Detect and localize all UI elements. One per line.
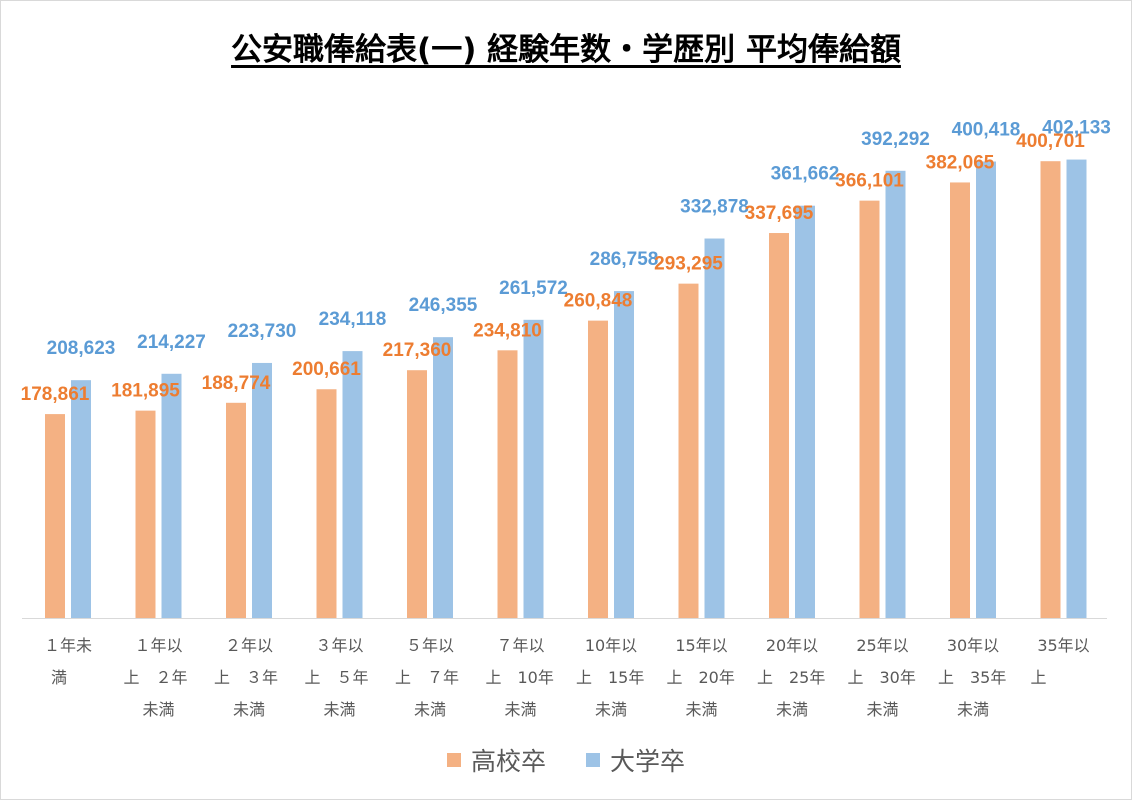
data-label-university: 402,133 <box>1042 118 1111 139</box>
x-tick-label: 上 ２年 <box>124 668 188 687</box>
x-tick-label: ３年以 <box>315 636 363 655</box>
bar-university <box>433 337 453 618</box>
bar-university <box>161 373 182 618</box>
bar-high-school <box>135 410 156 618</box>
x-tick-label: 満 <box>51 668 67 687</box>
x-tick-label: １年未 <box>44 636 92 655</box>
x-tick-label: ２年以 <box>225 636 273 655</box>
bar-university <box>976 161 996 618</box>
data-label-university: 286,758 <box>590 249 659 270</box>
x-tick-label: 未満 <box>142 700 174 719</box>
data-label-university: 208,623 <box>47 338 116 359</box>
data-label-high-school: 178,861 <box>21 384 90 405</box>
data-label-high-school: 400,701 <box>1016 131 1085 152</box>
x-tick-label: 未満 <box>866 700 898 719</box>
data-label-university: 223,730 <box>228 321 297 342</box>
legend-label-university: 大学卒 <box>610 747 686 776</box>
bar-university <box>342 351 363 618</box>
legend-label-high-school: 高校卒 <box>470 747 546 776</box>
x-tick-label: 上 ７年 <box>395 668 459 687</box>
x-tick-label: 上 10年 <box>486 668 554 687</box>
data-label-high-school: 293,295 <box>654 254 723 275</box>
x-tick-label: 上 ３年 <box>214 668 278 687</box>
data-label-high-school: 181,895 <box>111 381 180 402</box>
bar-high-school <box>678 283 699 618</box>
data-label-university: 246,355 <box>409 295 478 316</box>
bar-high-school <box>769 233 789 618</box>
x-tick-label: 未満 <box>685 700 717 719</box>
legend-swatch-university <box>586 753 600 767</box>
bar-university <box>71 380 91 618</box>
bar-high-school <box>859 200 880 618</box>
x-tick-label: 未満 <box>414 700 446 719</box>
x-tick-label: 上 35年 <box>938 668 1006 687</box>
x-tick-label: 未満 <box>233 700 265 719</box>
data-label-high-school: 217,360 <box>383 340 452 361</box>
bar-university <box>614 291 634 618</box>
legend-item-university: 大学卒 <box>586 742 685 778</box>
data-label-high-school: 382,065 <box>926 152 995 173</box>
x-tick-label: 上 ５年 <box>305 668 369 687</box>
bar-high-school <box>316 389 337 618</box>
bar-university <box>885 170 906 619</box>
legend-swatch-high-school <box>446 753 461 767</box>
x-tick-label: 未満 <box>504 700 536 719</box>
x-tick-label: 上 <box>1031 668 1047 687</box>
x-tick-label: 10年以 <box>585 636 637 655</box>
bar-high-school <box>497 350 518 618</box>
x-tick-label: １年以 <box>134 636 182 655</box>
x-tick-label: 未満 <box>323 700 355 719</box>
x-tick-label: 未満 <box>776 700 808 719</box>
data-label-university: 332,878 <box>680 197 749 218</box>
data-label-high-school: 188,774 <box>202 373 271 394</box>
x-tick-label: 20年以 <box>766 636 818 655</box>
x-tick-label: 15年以 <box>675 636 727 655</box>
bar-high-school <box>226 402 246 618</box>
data-label-university: 261,572 <box>499 278 568 299</box>
data-label-high-school: 260,848 <box>564 291 633 312</box>
data-label-university: 400,418 <box>952 120 1021 141</box>
x-tick-label: 35年以 <box>1037 636 1089 655</box>
bar-university <box>704 238 725 618</box>
data-label-high-school: 200,661 <box>292 359 361 380</box>
legend: 高校卒 大学卒 <box>0 742 1132 778</box>
data-label-university: 234,118 <box>319 309 387 330</box>
x-tick-label: 上 30年 <box>848 668 916 687</box>
x-tick-label: ７年以 <box>496 636 544 655</box>
x-tick-label: ５年以 <box>406 636 454 655</box>
data-label-high-school: 366,101 <box>835 171 904 192</box>
data-label-university: 392,292 <box>861 129 930 150</box>
x-tick-label: 30年以 <box>947 636 999 655</box>
x-tick-label: 25年以 <box>856 636 908 655</box>
data-label-high-school: 234,810 <box>473 320 542 341</box>
chart-title-text: 公安職俸給表(一) 経験年数・学歴別 平均俸給額 <box>231 32 901 68</box>
x-tick-label: 上 25年 <box>757 668 825 687</box>
bar-high-school <box>45 414 65 618</box>
chart-title: 公安職俸給表(一) 経験年数・学歴別 平均俸給額 <box>0 24 1132 69</box>
x-tick-label: 上 15年 <box>576 668 644 687</box>
x-tick-label: 未満 <box>595 700 627 719</box>
bar-university <box>795 205 815 618</box>
bar-university <box>523 319 544 618</box>
bar-university <box>252 362 272 618</box>
bar-university <box>1066 159 1087 619</box>
x-tick-label: 未満 <box>957 700 989 719</box>
data-label-high-school: 337,695 <box>745 203 814 224</box>
bar-high-school <box>588 320 608 618</box>
bar-high-school <box>950 182 970 618</box>
x-tick-label: 上 20年 <box>667 668 735 687</box>
data-label-university: 361,662 <box>771 164 840 185</box>
bar-high-school <box>1040 161 1061 618</box>
legend-item-high-school: 高校卒 <box>446 742 546 778</box>
bar-high-school <box>407 370 427 618</box>
data-label-university: 214,227 <box>137 332 206 353</box>
